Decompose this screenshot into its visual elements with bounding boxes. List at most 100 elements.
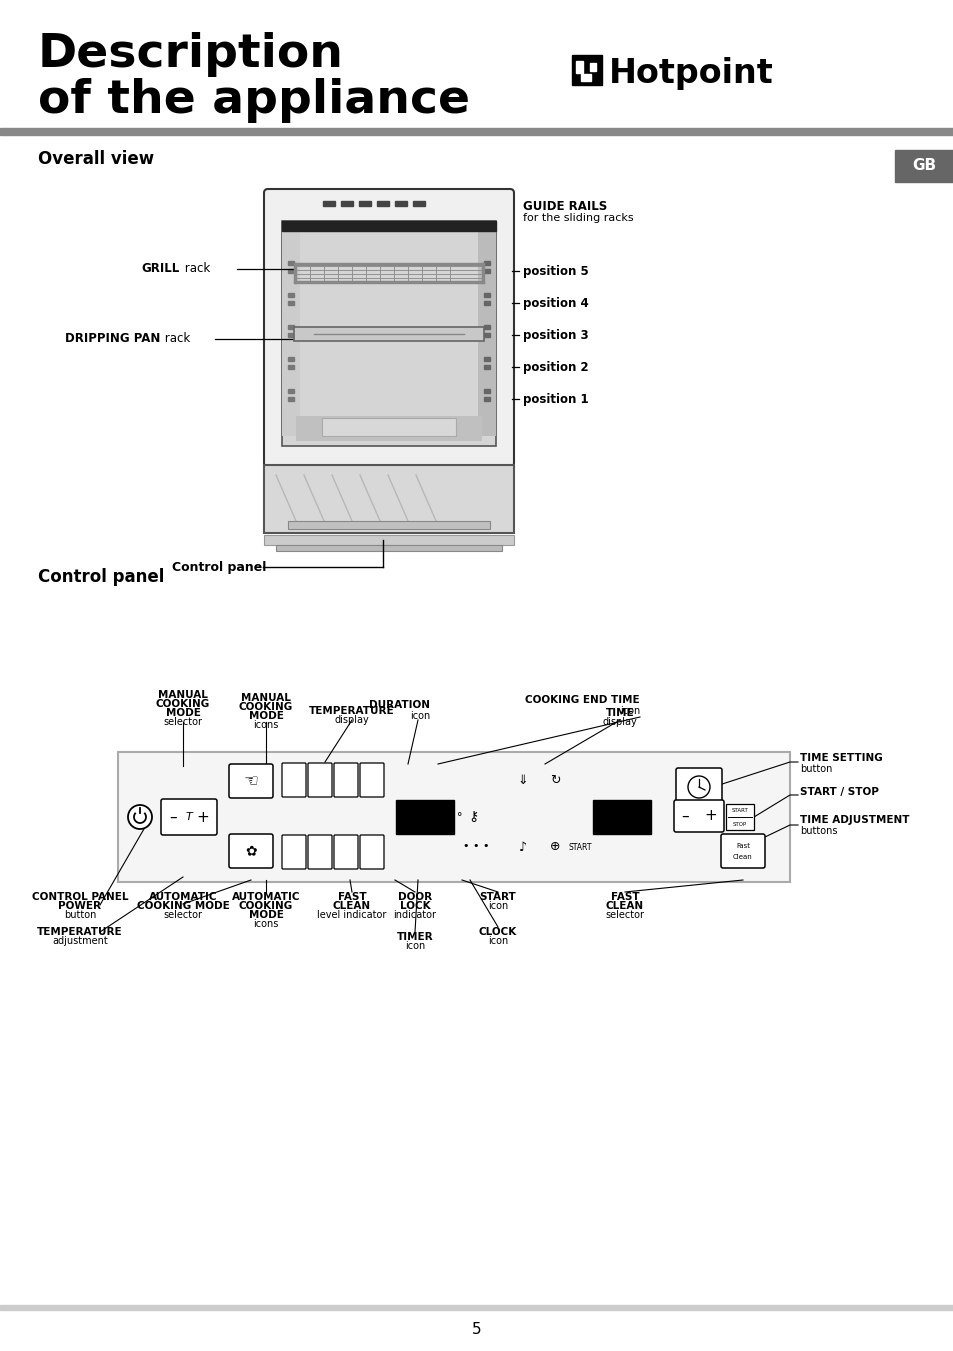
Bar: [294, 263, 295, 282]
Bar: [340, 201, 353, 205]
Bar: [483, 357, 490, 361]
Text: adjustment: adjustment: [52, 936, 108, 946]
Text: FAST: FAST: [337, 892, 366, 902]
Text: TIMER: TIMER: [396, 932, 433, 942]
FancyBboxPatch shape: [334, 763, 357, 797]
Text: selector: selector: [163, 717, 202, 727]
Text: FAST: FAST: [610, 892, 639, 902]
Bar: [288, 365, 294, 369]
Text: button: button: [800, 765, 832, 774]
Text: icon: icon: [619, 707, 639, 716]
Bar: [483, 389, 490, 393]
Text: 5: 5: [472, 1323, 481, 1337]
FancyBboxPatch shape: [229, 765, 273, 798]
Bar: [294, 327, 483, 340]
Text: COOKING END TIME: COOKING END TIME: [525, 694, 639, 705]
Text: icon: icon: [487, 936, 508, 946]
Bar: [288, 389, 294, 393]
Text: MODE: MODE: [249, 711, 283, 721]
Text: TIME: TIME: [605, 708, 634, 717]
Text: COOKING: COOKING: [238, 703, 293, 712]
Bar: [481, 263, 483, 282]
Text: TIME SETTING: TIME SETTING: [800, 753, 882, 763]
Text: display: display: [335, 715, 369, 725]
Text: buttons: buttons: [800, 825, 837, 836]
Text: rack: rack: [161, 332, 190, 346]
Bar: [395, 800, 454, 834]
Text: MANUAL: MANUAL: [241, 693, 291, 703]
Text: ⊕: ⊕: [549, 840, 559, 854]
Text: –: –: [169, 809, 176, 824]
Text: START: START: [568, 843, 591, 851]
Bar: [275, 544, 501, 551]
Text: °: °: [456, 812, 462, 821]
Bar: [288, 261, 294, 265]
Bar: [0, 128, 953, 135]
FancyBboxPatch shape: [359, 763, 384, 797]
Text: T: T: [186, 812, 193, 821]
Text: DRIPPING PAN: DRIPPING PAN: [65, 332, 160, 346]
Bar: [288, 326, 294, 330]
Bar: [288, 293, 294, 297]
Text: +: +: [703, 808, 717, 824]
Bar: [288, 301, 294, 305]
Bar: [288, 357, 294, 361]
Text: icons: icons: [253, 919, 278, 929]
Bar: [483, 261, 490, 265]
Text: MODE: MODE: [249, 911, 283, 920]
Text: for the sliding racks: for the sliding racks: [522, 213, 633, 223]
Text: TEMPERATURE: TEMPERATURE: [37, 927, 123, 938]
Text: icon: icon: [487, 901, 508, 911]
Bar: [483, 293, 490, 297]
Text: ☜: ☜: [243, 771, 258, 790]
Bar: [295, 416, 481, 440]
Bar: [294, 281, 483, 282]
Text: MANUAL: MANUAL: [158, 690, 208, 700]
Bar: [0, 1305, 953, 1310]
Text: icon: icon: [410, 711, 430, 721]
Text: CLOCK: CLOCK: [478, 927, 517, 938]
Bar: [894, 150, 953, 182]
Bar: [358, 201, 371, 205]
Circle shape: [128, 805, 152, 830]
Bar: [572, 55, 601, 85]
Text: STOP: STOP: [732, 821, 746, 827]
Text: CLEAN: CLEAN: [333, 901, 371, 911]
Text: Overall view: Overall view: [38, 150, 154, 168]
Text: icon: icon: [404, 942, 425, 951]
Bar: [264, 535, 514, 544]
Text: COOKING MODE: COOKING MODE: [136, 901, 229, 911]
Text: GUIDE RAILS: GUIDE RAILS: [522, 200, 607, 213]
Bar: [483, 269, 490, 273]
Bar: [725, 804, 753, 830]
Bar: [282, 222, 496, 231]
Text: Hotpoint: Hotpoint: [608, 57, 773, 91]
Text: TEMPERATURE: TEMPERATURE: [309, 707, 395, 716]
Text: of the appliance: of the appliance: [38, 78, 470, 123]
Text: Fast: Fast: [735, 843, 749, 848]
Bar: [580, 74, 590, 81]
Text: icons: icons: [253, 720, 278, 730]
Circle shape: [687, 775, 709, 798]
Text: selector: selector: [605, 911, 644, 920]
Bar: [483, 326, 490, 330]
Text: Control panel: Control panel: [172, 561, 266, 574]
Text: POWER: POWER: [58, 901, 101, 911]
Text: +: +: [196, 809, 209, 824]
FancyBboxPatch shape: [334, 835, 357, 869]
Bar: [413, 201, 424, 205]
Text: –: –: [680, 808, 688, 824]
Text: position 4: position 4: [522, 296, 588, 309]
Text: position 2: position 2: [522, 361, 588, 373]
Text: START / STOP: START / STOP: [800, 788, 878, 797]
Text: Control panel: Control panel: [38, 567, 164, 586]
Text: selector: selector: [163, 911, 202, 920]
FancyBboxPatch shape: [161, 798, 216, 835]
Bar: [483, 301, 490, 305]
FancyBboxPatch shape: [308, 763, 332, 797]
Text: button: button: [64, 911, 96, 920]
Bar: [593, 800, 650, 834]
FancyBboxPatch shape: [359, 835, 384, 869]
Text: display: display: [602, 717, 637, 727]
Text: Clean: Clean: [732, 854, 752, 861]
